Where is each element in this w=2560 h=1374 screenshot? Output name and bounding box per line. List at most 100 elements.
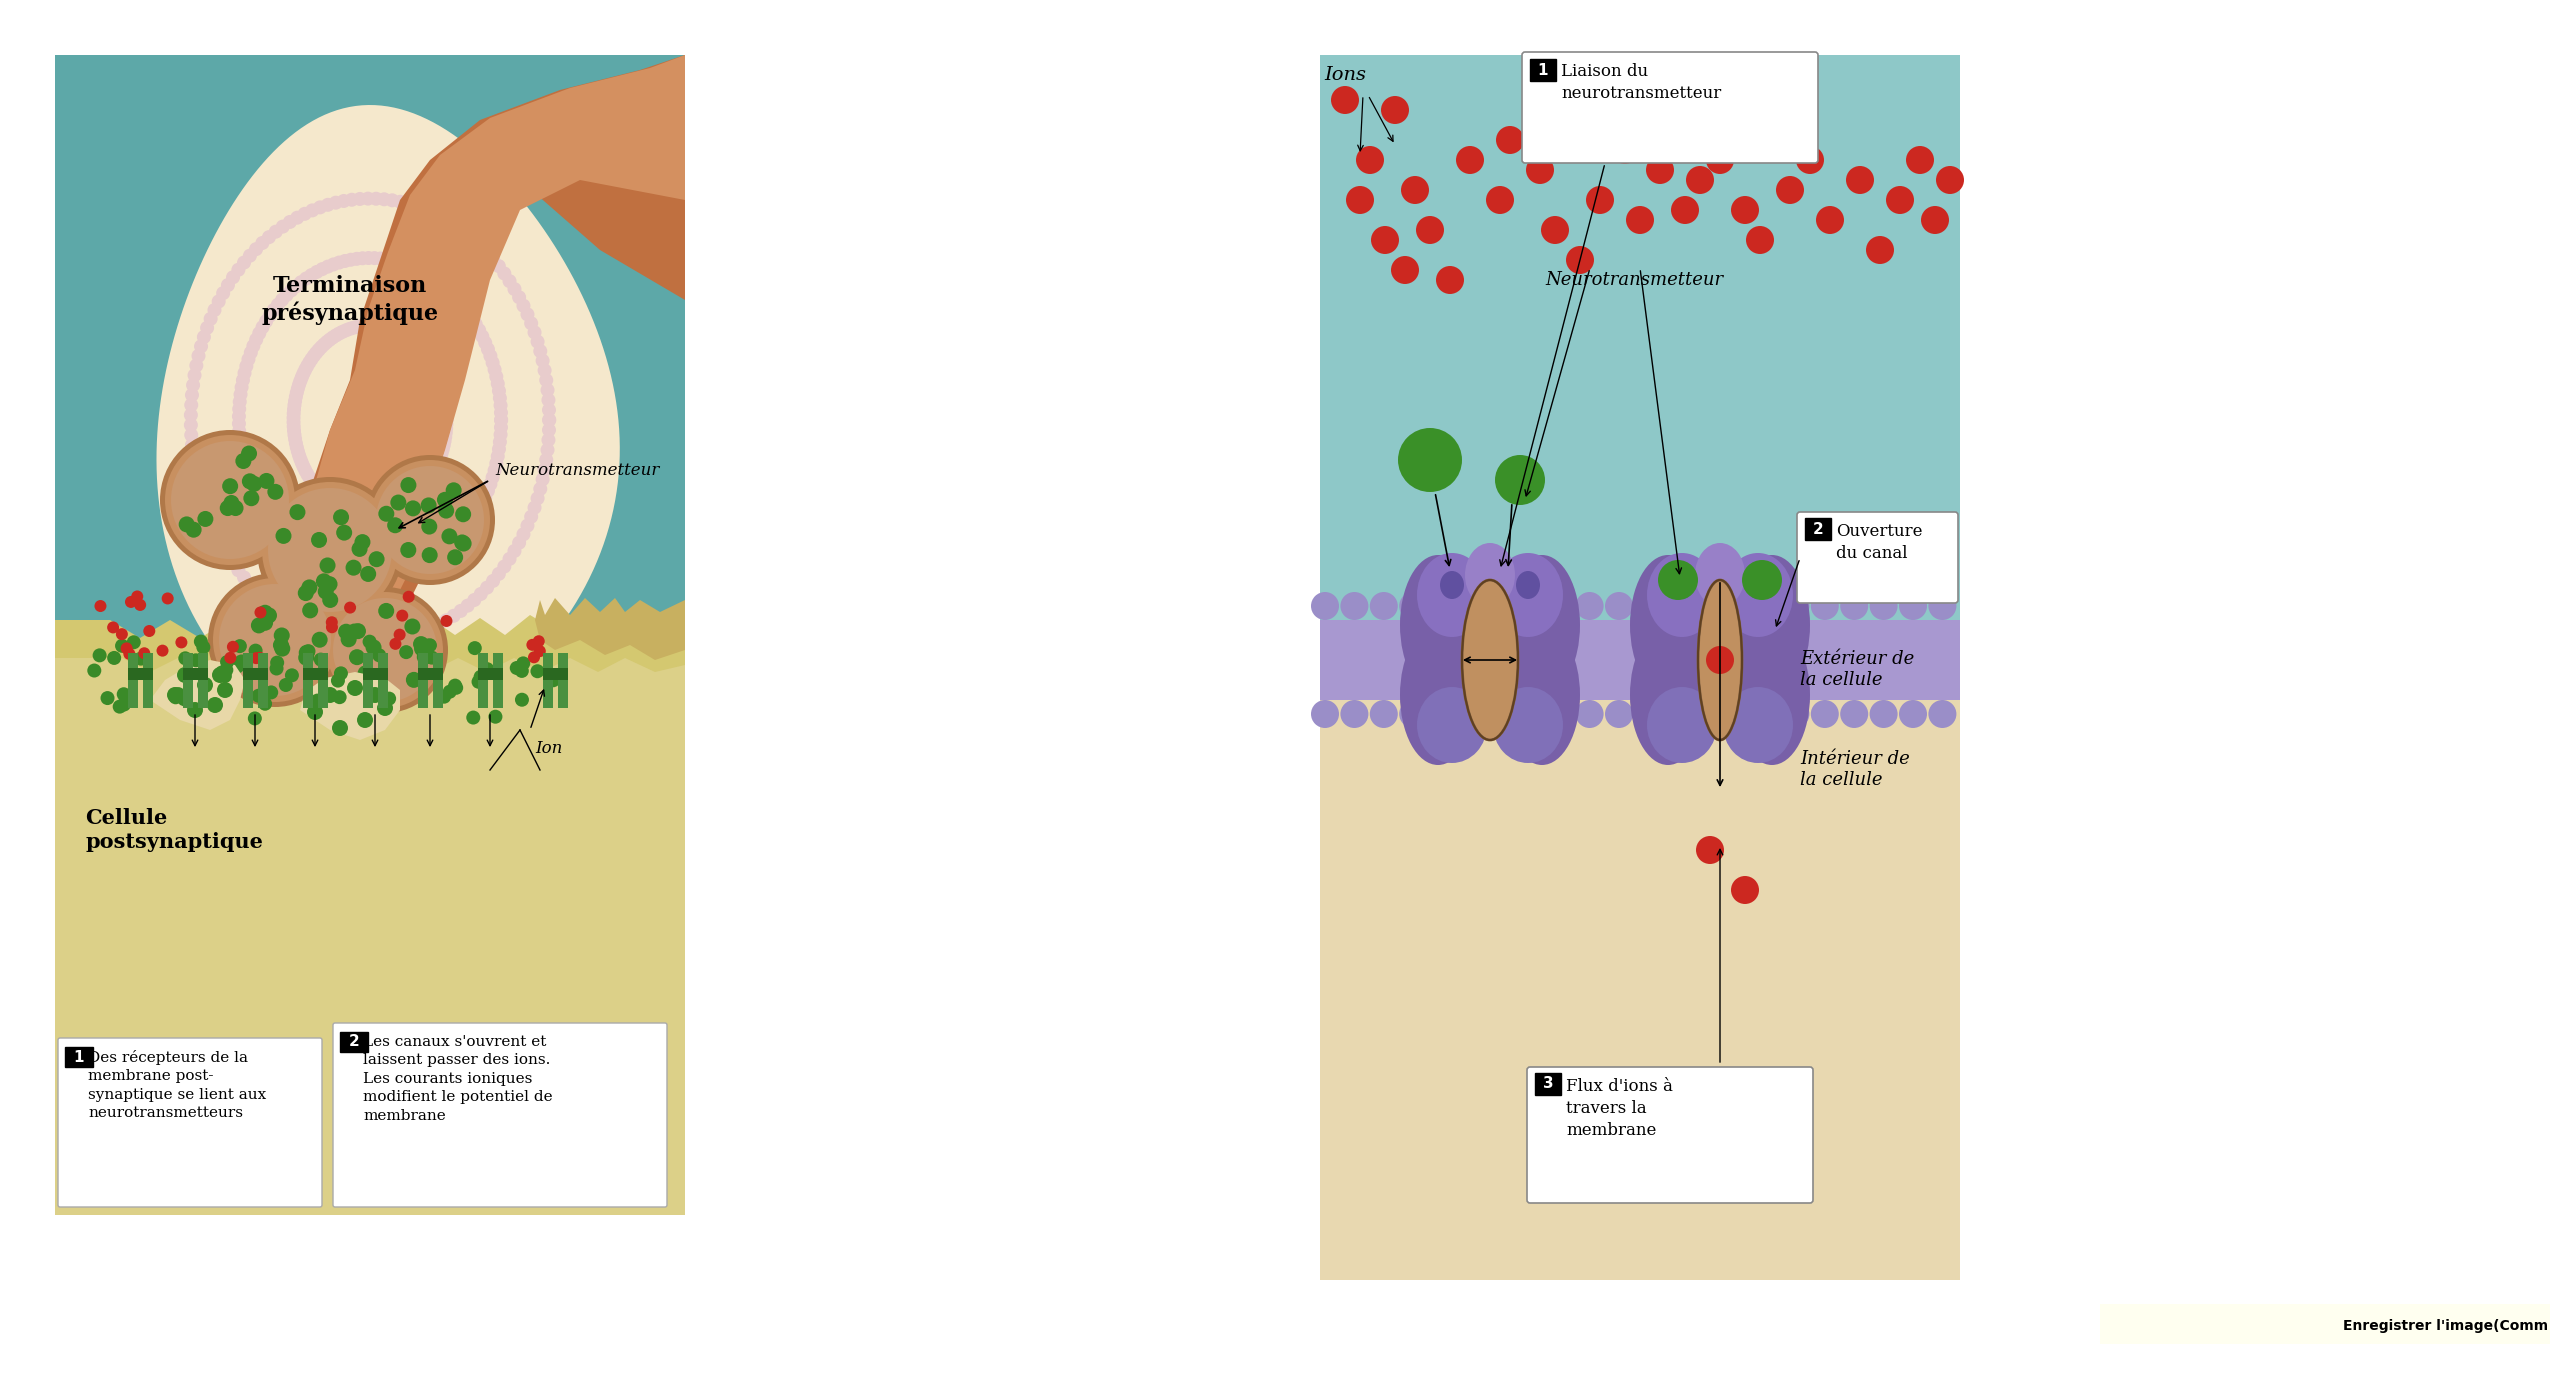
Circle shape [179, 651, 192, 665]
Circle shape [340, 504, 356, 518]
Circle shape [1487, 592, 1516, 620]
Circle shape [538, 463, 550, 477]
Circle shape [399, 477, 417, 493]
Ellipse shape [1418, 552, 1487, 638]
Circle shape [381, 504, 397, 518]
Bar [364, 668, 389, 680]
Circle shape [527, 500, 543, 515]
Circle shape [261, 482, 397, 618]
Circle shape [402, 258, 417, 272]
Circle shape [1436, 267, 1464, 294]
Bar [558, 653, 568, 708]
Circle shape [307, 703, 323, 720]
Circle shape [1357, 146, 1385, 174]
Circle shape [323, 576, 338, 592]
Circle shape [333, 499, 346, 514]
Circle shape [320, 198, 335, 212]
Circle shape [353, 633, 366, 649]
Circle shape [540, 442, 556, 458]
Circle shape [356, 251, 369, 265]
Circle shape [1518, 699, 1544, 728]
Text: Intérieur de
la cellule: Intérieur de la cellule [1800, 750, 1910, 789]
Text: 1: 1 [1539, 62, 1549, 77]
Circle shape [412, 342, 428, 356]
Circle shape [294, 456, 310, 470]
Circle shape [440, 422, 453, 436]
Circle shape [369, 192, 384, 206]
Circle shape [1370, 699, 1398, 728]
Circle shape [305, 622, 320, 636]
Bar [364, 653, 374, 708]
Circle shape [243, 249, 256, 262]
Circle shape [494, 414, 507, 427]
Circle shape [315, 573, 333, 589]
Circle shape [387, 323, 399, 337]
Circle shape [1311, 592, 1339, 620]
Circle shape [433, 372, 445, 386]
Circle shape [328, 257, 340, 272]
Circle shape [215, 286, 230, 300]
Bar [433, 653, 443, 708]
Circle shape [184, 387, 200, 403]
Circle shape [543, 414, 556, 427]
Circle shape [453, 605, 468, 618]
Circle shape [1341, 592, 1370, 620]
Circle shape [1751, 699, 1779, 728]
Circle shape [269, 225, 282, 239]
Circle shape [1751, 592, 1779, 620]
Circle shape [133, 599, 146, 611]
Circle shape [438, 438, 451, 452]
Circle shape [300, 359, 315, 372]
Circle shape [320, 260, 335, 273]
Circle shape [1459, 699, 1485, 728]
Circle shape [328, 497, 343, 511]
Circle shape [358, 507, 374, 521]
Circle shape [397, 499, 410, 513]
Circle shape [87, 664, 102, 677]
Circle shape [225, 555, 241, 570]
Bar [302, 668, 328, 680]
Circle shape [402, 331, 415, 345]
Circle shape [266, 304, 282, 317]
Circle shape [236, 453, 251, 467]
Circle shape [164, 436, 294, 565]
Bar [479, 653, 489, 708]
Circle shape [315, 653, 328, 666]
Circle shape [422, 353, 438, 368]
Circle shape [489, 710, 502, 724]
Circle shape [236, 381, 248, 394]
Circle shape [453, 534, 471, 551]
Circle shape [384, 253, 399, 268]
Circle shape [366, 687, 384, 703]
Circle shape [305, 474, 317, 488]
Text: 2: 2 [1812, 522, 1823, 536]
Polygon shape [300, 672, 399, 741]
Circle shape [425, 621, 438, 635]
Circle shape [335, 326, 348, 339]
Circle shape [1928, 699, 1956, 728]
Circle shape [399, 330, 412, 344]
Circle shape [376, 506, 389, 521]
Circle shape [233, 654, 251, 671]
Circle shape [338, 254, 351, 268]
Polygon shape [54, 658, 686, 1215]
Circle shape [433, 617, 445, 631]
Circle shape [402, 591, 415, 603]
Circle shape [187, 458, 202, 471]
Circle shape [276, 606, 289, 621]
Circle shape [1869, 699, 1897, 728]
Circle shape [276, 528, 292, 544]
Circle shape [138, 647, 151, 660]
Circle shape [220, 278, 236, 293]
Circle shape [294, 452, 307, 466]
Circle shape [248, 242, 264, 256]
Text: Ion: Ion [535, 741, 563, 757]
Circle shape [323, 687, 338, 703]
Circle shape [317, 338, 330, 352]
Bar [182, 668, 207, 680]
Circle shape [177, 692, 192, 706]
Circle shape [453, 530, 466, 544]
Circle shape [289, 437, 302, 451]
Circle shape [486, 574, 499, 588]
Circle shape [212, 666, 228, 683]
